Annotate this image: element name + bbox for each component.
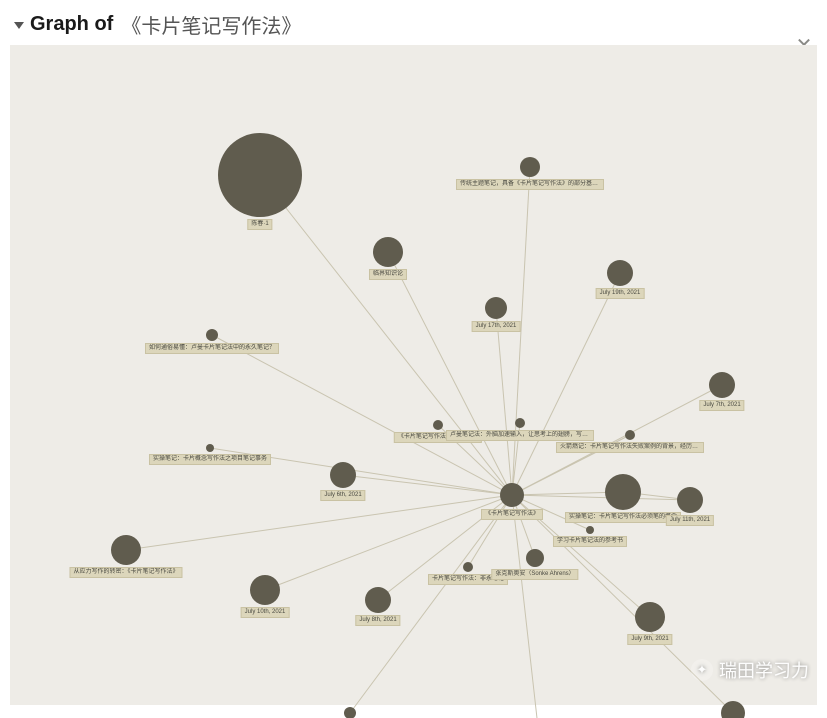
graph-node[interactable] <box>373 237 403 267</box>
graph-node-label[interactable]: 从应力写作的转密：《卡片笔记写作法》 <box>69 567 182 578</box>
graph-node[interactable] <box>520 157 540 177</box>
graph-node-label[interactable]: July 10th, 2021 <box>241 607 290 618</box>
collapse-caret-icon[interactable] <box>14 22 24 29</box>
watermark-text: 瑞田学习力 <box>719 657 809 683</box>
graph-node[interactable] <box>607 260 633 286</box>
graph-node[interactable] <box>463 562 473 572</box>
graph-canvas[interactable]: 《卡片笔记写作法》 陈春·1 临界知识论 传统主题笔记，具备《卡片笔记写作法》的部分基… <box>0 45 827 705</box>
panel-header: Graph of 《卡片笔记写作法》 <box>0 0 827 45</box>
graph-node-label[interactable]: 陈春·1 <box>247 219 272 230</box>
title-prefix: Graph of <box>30 13 113 36</box>
graph-node[interactable] <box>218 133 302 217</box>
graph-node[interactable] <box>250 575 280 605</box>
watermark-icon: ✦ <box>691 659 713 681</box>
graph-node-label[interactable]: 临界知识论 <box>369 269 407 280</box>
graph-node[interactable] <box>344 707 356 718</box>
graph-node[interactable] <box>485 297 507 319</box>
graph-node[interactable] <box>605 474 641 510</box>
graph-node-label[interactable]: 如何通俗易懂：卢曼卡片笔记法中的永久笔记？ <box>145 343 279 354</box>
graph-node-label[interactable]: 火箭燃记：卡片笔记写作法失败案例的背景，经历与救赎者 <box>556 442 704 453</box>
graph-node[interactable] <box>635 602 665 632</box>
graph-node-label[interactable]: 学习卡片笔记法的参考书 <box>553 536 627 547</box>
graph-node[interactable] <box>677 487 703 513</box>
graph-node-label[interactable]: 传统主题笔记，具备《卡片笔记写作法》的部分基因吗 <box>456 179 604 190</box>
graph-node[interactable] <box>433 420 443 430</box>
watermark: ✦ 瑞田学习力 <box>691 657 809 683</box>
graph-node[interactable] <box>721 701 745 718</box>
graph-svg <box>0 45 827 718</box>
graph-node-label[interactable]: 实操笔记：卡片笔记写作法必须笔的概念 <box>565 512 681 523</box>
graph-node[interactable] <box>330 462 356 488</box>
graph-node-label[interactable]: July 9th, 2021 <box>627 634 672 645</box>
graph-node-label[interactable]: July 7th, 2021 <box>699 400 744 411</box>
graph-node-label[interactable]: July 6th, 2021 <box>320 490 365 501</box>
graph-node-label[interactable]: July 19th, 2021 <box>596 288 645 299</box>
title-subject: 《卡片笔记写作法》 <box>121 10 301 39</box>
graph-node[interactable] <box>586 526 594 534</box>
graph-center-node[interactable] <box>500 483 524 507</box>
graph-node[interactable] <box>111 535 141 565</box>
graph-node-label[interactable]: July 8th, 2021 <box>355 615 400 626</box>
graph-node[interactable] <box>526 549 544 567</box>
graph-node-label[interactable]: 张克斯奥安（Sonke Ahrens） <box>491 569 578 580</box>
graph-node[interactable] <box>206 444 214 452</box>
graph-node[interactable] <box>709 372 735 398</box>
graph-node[interactable] <box>365 587 391 613</box>
graph-node-label[interactable]: 实操笔记：卡片概念写作法之项目笔记事务 <box>149 454 271 465</box>
graph-node[interactable] <box>625 430 635 440</box>
graph-node[interactable] <box>206 329 218 341</box>
graph-node-label[interactable]: 卢曼笔记法：外脑加速输入，让思考上的翅膀，写作更轻松 <box>446 430 594 441</box>
graph-node-label[interactable]: 《卡片笔记写作法》 <box>481 509 543 520</box>
graph-node-label[interactable]: July 11th, 2021 <box>666 515 714 526</box>
graph-node-label[interactable]: July 17th, 2021 <box>472 321 521 332</box>
graph-node[interactable] <box>515 418 525 428</box>
